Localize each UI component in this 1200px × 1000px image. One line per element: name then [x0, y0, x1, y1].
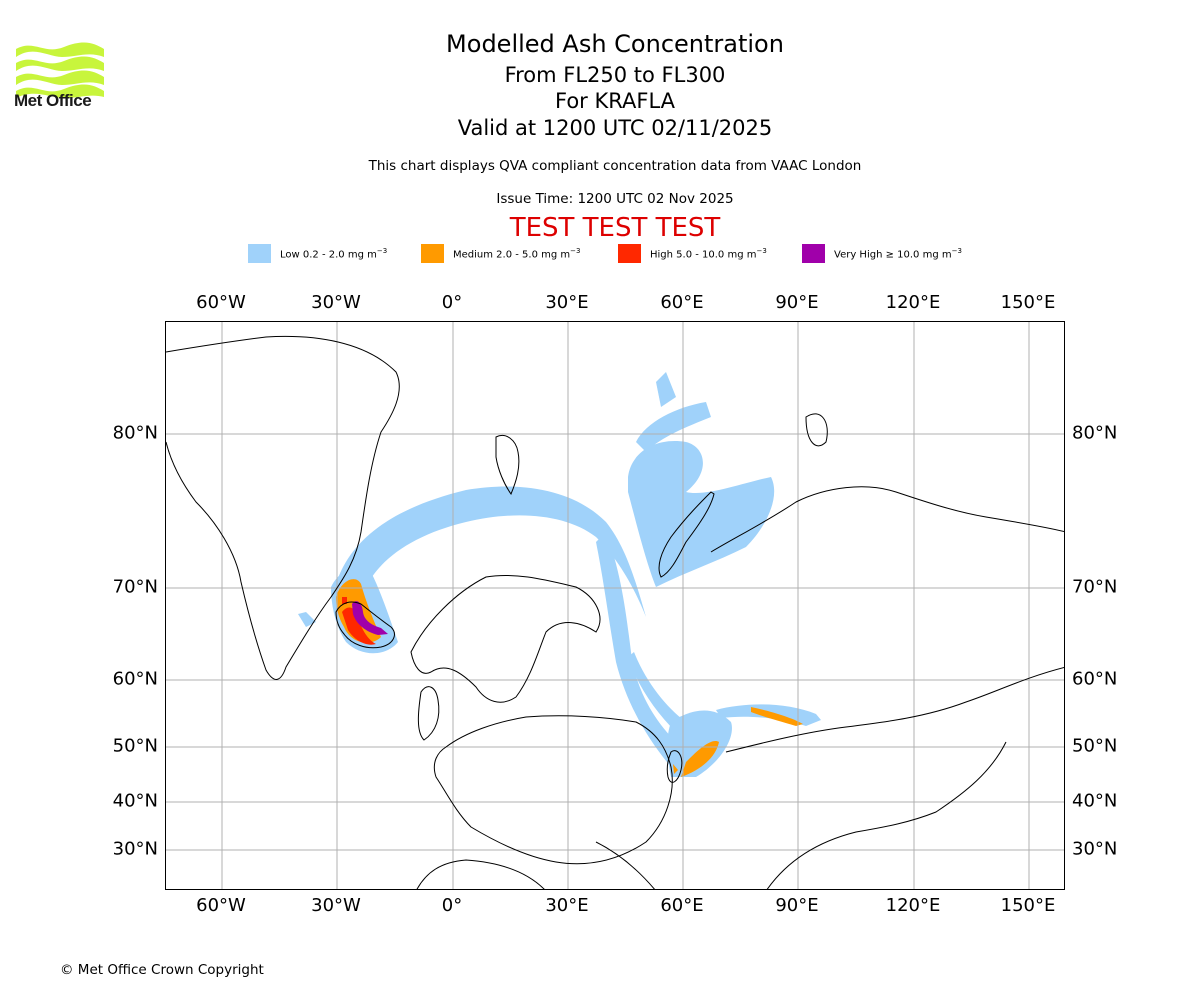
lon-tick-bottom: 90°E	[775, 895, 819, 916]
chart-title: Modelled Ash Concentration	[446, 30, 784, 58]
ash-concentration-map[interactable]	[165, 321, 1065, 890]
ash-low-region	[298, 372, 821, 777]
lon-tick-bottom: 0°	[441, 895, 463, 916]
chart-description: This chart displays QVA compliant concen…	[368, 158, 862, 174]
lat-tick-right: 70°N	[1072, 576, 1118, 598]
legend-swatch-medium	[421, 244, 444, 263]
lon-tick-top: 150°E	[1000, 292, 1056, 313]
lon-tick-top: 0°	[441, 292, 463, 313]
lon-tick-bottom: 30°W	[311, 895, 361, 916]
valid-time: Valid at 1200 UTC 02/11/2025	[457, 116, 773, 140]
legend-label-medium: Medium 2.0 - 5.0 mg m−3	[453, 246, 581, 261]
lat-tick-left: 80°N	[112, 422, 158, 444]
lat-tick-right: 30°N	[1072, 838, 1118, 860]
lat-tick-left: 30°N	[112, 838, 158, 860]
lat-tick-right: 40°N	[1072, 790, 1118, 812]
met-office-wave-icon	[16, 42, 104, 99]
lat-tick-left: 50°N	[112, 735, 158, 757]
lon-tick-top: 90°E	[775, 292, 819, 313]
ash-high-region	[342, 597, 376, 645]
legend-item-low: Low 0.2 - 2.0 mg m−3	[248, 244, 387, 263]
ash-very-high-region	[352, 601, 388, 635]
volcano-name: For KRAFLA	[555, 89, 675, 113]
lon-tick-top: 30°W	[311, 292, 361, 313]
lon-tick-bottom: 60°W	[196, 895, 246, 916]
lon-tick-top: 30°E	[545, 292, 589, 313]
logo-text: Met Office	[14, 91, 92, 110]
lon-tick-bottom: 30°E	[545, 895, 589, 916]
flight-level-range: From FL250 to FL300	[504, 63, 726, 87]
lon-tick-bottom: 150°E	[1000, 895, 1056, 916]
lat-tick-left: 40°N	[112, 790, 158, 812]
lon-tick-bottom: 120°E	[885, 895, 941, 916]
legend-label-high: High 5.0 - 10.0 mg m−3	[650, 246, 767, 261]
legend-label-low: Low 0.2 - 2.0 mg m−3	[280, 246, 388, 261]
lon-tick-top: 120°E	[885, 292, 941, 313]
legend-item-very-high: Very High ≥ 10.0 mg m−3	[802, 244, 962, 263]
map-canvas	[166, 322, 1064, 889]
coastlines	[166, 335, 1064, 889]
lon-tick-top: 60°W	[196, 292, 246, 313]
lat-tick-right: 60°N	[1072, 668, 1118, 690]
lat-tick-left: 60°N	[112, 668, 158, 690]
issue-time: Issue Time: 1200 UTC 02 Nov 2025	[496, 191, 734, 207]
legend-item-medium: Medium 2.0 - 5.0 mg m−3	[421, 244, 580, 263]
test-banner: TEST TEST TEST	[509, 213, 721, 243]
legend-swatch-high	[618, 244, 641, 263]
legend-item-high: High 5.0 - 10.0 mg m−3	[618, 244, 767, 263]
lon-tick-top: 60°E	[660, 292, 704, 313]
graticule	[166, 322, 1064, 889]
legend-label-very-high: Very High ≥ 10.0 mg m−3	[834, 246, 962, 261]
lon-tick-bottom: 60°E	[660, 895, 704, 916]
legend-swatch-low	[248, 244, 271, 263]
legend-swatch-very-high	[802, 244, 825, 263]
lat-tick-right: 80°N	[1072, 422, 1118, 444]
copyright-notice: © Met Office Crown Copyright	[60, 962, 264, 978]
lat-tick-right: 50°N	[1072, 735, 1118, 757]
lat-tick-left: 70°N	[112, 576, 158, 598]
